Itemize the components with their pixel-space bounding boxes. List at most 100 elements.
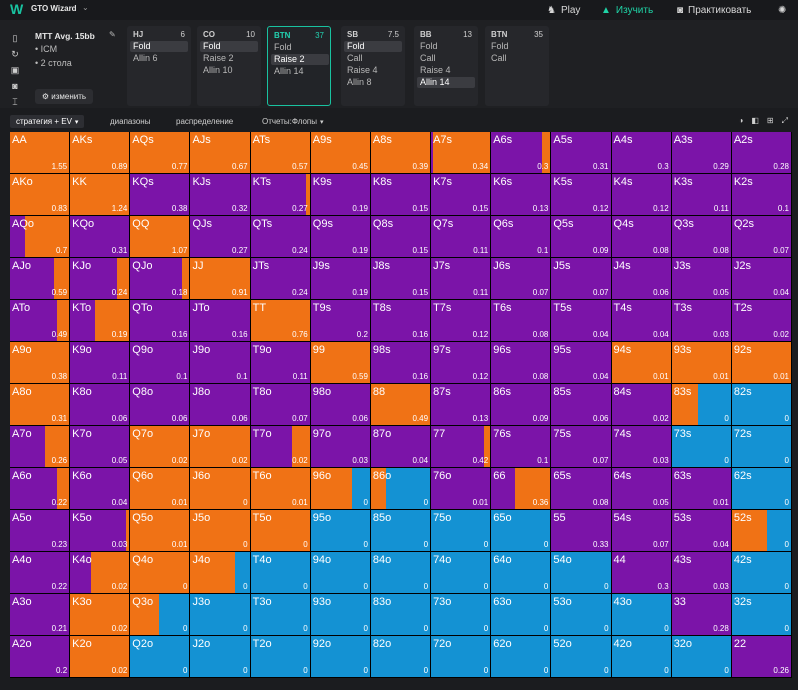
hand-cell[interactable]: T5s 0.04: [551, 300, 612, 342]
hand-cell[interactable]: 33 0.28: [671, 594, 732, 636]
action-option[interactable]: Allin 10: [203, 65, 233, 75]
hand-cell[interactable]: 82o 0: [370, 636, 432, 678]
hand-cell[interactable]: 87s 0.13: [431, 384, 492, 426]
hand-cell[interactable]: 63s 0.01: [671, 468, 732, 510]
hand-cell[interactable]: AKs 0.89: [70, 132, 131, 174]
hand-cell[interactable]: K4s 0.12: [611, 174, 672, 216]
hand-cell[interactable]: 64s 0.05: [611, 468, 672, 510]
nav-practice[interactable]: ◙ Практиковать: [677, 0, 751, 20]
hand-cell[interactable]: QJs 0.27: [190, 216, 251, 258]
hand-cell[interactable]: A6o 0.22: [10, 468, 71, 510]
hand-cell[interactable]: 42s 0: [731, 552, 792, 594]
hand-cell[interactable]: J3o 0: [190, 594, 251, 636]
hand-cell[interactable]: Q7s 0.11: [431, 216, 492, 258]
hand-cell[interactable]: 55 0.33: [551, 510, 612, 552]
position-co-1[interactable]: CO 10 Fold Raise 2 Allin 10: [197, 26, 261, 106]
hand-cell[interactable]: 66 0.36: [491, 468, 552, 510]
hand-cell[interactable]: T6s 0.08: [491, 300, 552, 342]
hand-cell[interactable]: 42o 0: [611, 636, 672, 678]
hand-cell[interactable]: 74o 0: [431, 552, 492, 594]
hand-cell[interactable]: A7s 0.34: [431, 132, 492, 174]
tab-strategy-ev[interactable]: стратегия + EV ▾: [10, 115, 85, 128]
hand-cell[interactable]: A3o 0.21: [10, 594, 71, 636]
hand-cell[interactable]: 85s 0.06: [551, 384, 612, 426]
hand-cell[interactable]: K8o 0.06: [70, 384, 131, 426]
hand-cell[interactable]: 86o 0: [370, 468, 432, 510]
nav-study[interactable]: ▲ Изучить: [601, 0, 653, 20]
hand-cell[interactable]: K2s 0.1: [731, 174, 792, 216]
hand-cell[interactable]: KQo 0.31: [70, 216, 131, 258]
hand-cell[interactable]: 63o 0: [491, 594, 552, 636]
grid-view-icon[interactable]: ⊞: [766, 116, 774, 125]
hand-cell[interactable]: T7o 0.02: [250, 426, 311, 468]
hand-cell[interactable]: 72o 0: [431, 636, 492, 678]
action-option[interactable]: Call: [347, 53, 363, 63]
hand-cell[interactable]: 65s 0.08: [551, 468, 612, 510]
action-option[interactable]: Allin 14: [417, 77, 475, 88]
position-sb-3[interactable]: SB 7.5 Fold Call Raise 4 Allin 8: [341, 26, 405, 106]
hand-cell[interactable]: Q4s 0.08: [611, 216, 672, 258]
hand-cell[interactable]: A6s 0.3: [491, 132, 552, 174]
action-option[interactable]: Fold: [130, 41, 188, 52]
hand-cell[interactable]: J2s 0.04: [731, 258, 792, 300]
hand-cell[interactable]: 92o 0: [310, 636, 371, 678]
hand-cell[interactable]: 93o 0: [310, 594, 371, 636]
action-option[interactable]: Fold: [200, 41, 258, 52]
hand-cell[interactable]: J4o 0: [190, 552, 251, 594]
hand-cell[interactable]: KTs 0.27: [250, 174, 311, 216]
hand-cell[interactable]: KQs 0.38: [130, 174, 191, 216]
hand-cell[interactable]: T5o 0: [250, 510, 311, 552]
hand-cell[interactable]: 73o 0: [431, 594, 492, 636]
hand-cell[interactable]: AJo 0.59: [10, 258, 71, 300]
hand-cell[interactable]: 75s 0.07: [551, 426, 612, 468]
hand-cell[interactable]: J5o 0: [190, 510, 251, 552]
gto-wizard-logo-icon[interactable]: W: [10, 1, 24, 17]
hand-cell[interactable]: AKo 0.83: [10, 174, 71, 216]
hand-cell[interactable]: T7s 0.12: [431, 300, 492, 342]
hand-cell[interactable]: 95o 0: [310, 510, 371, 552]
hand-cell[interactable]: 62s 0: [731, 468, 792, 510]
hand-cell[interactable]: 76o 0.01: [431, 468, 492, 510]
hand-cell[interactable]: A9s 0.45: [310, 132, 371, 174]
hand-cell[interactable]: J9s 0.19: [310, 258, 371, 300]
hand-cell[interactable]: T9s 0.2: [310, 300, 371, 342]
action-option[interactable]: Call: [491, 53, 507, 63]
hand-cell[interactable]: 88 0.49: [370, 384, 432, 426]
hand-cell[interactable]: 99 0.59: [310, 342, 371, 384]
hand-cell[interactable]: T4o 0: [250, 552, 311, 594]
hand-cell[interactable]: AJs 0.67: [190, 132, 251, 174]
hand-cell[interactable]: K9o 0.11: [70, 342, 131, 384]
hand-cell[interactable]: 84o 0: [370, 552, 432, 594]
hand-cell[interactable]: Q7o 0.02: [130, 426, 191, 468]
hand-cell[interactable]: Q8o 0.06: [130, 384, 191, 426]
hand-cell[interactable]: 96o 0: [310, 468, 371, 510]
hand-cell[interactable]: KTo 0.19: [70, 300, 131, 342]
save-icon[interactable]: ▣: [10, 65, 20, 75]
hand-cell[interactable]: J9o 0.1: [190, 342, 251, 384]
hand-cell[interactable]: Q8s 0.15: [370, 216, 432, 258]
hand-cell[interactable]: 95s 0.04: [551, 342, 612, 384]
action-option[interactable]: Fold: [344, 41, 402, 52]
action-option[interactable]: Raise 2: [203, 53, 234, 63]
compare-view-icon[interactable]: ◧: [751, 116, 759, 125]
hand-cell[interactable]: 94s 0.01: [611, 342, 672, 384]
chevron-down-icon[interactable]: ⌄: [82, 3, 89, 12]
action-option[interactable]: Raise 2: [271, 54, 329, 65]
hand-cell[interactable]: 64o 0: [491, 552, 552, 594]
position-btn-5[interactable]: BTN 35 Fold Call: [485, 26, 549, 106]
hand-cell[interactable]: 54s 0.07: [611, 510, 672, 552]
hand-cell[interactable]: 52s 0: [731, 510, 792, 552]
hand-cell[interactable]: J3s 0.05: [671, 258, 732, 300]
position-hj-0[interactable]: HJ 6 Fold Allin 6: [127, 26, 191, 106]
hand-cell[interactable]: T9o 0.11: [250, 342, 311, 384]
hand-cell[interactable]: J6o 0: [190, 468, 251, 510]
settings-icon[interactable]: ✎: [109, 30, 116, 39]
action-option[interactable]: Fold: [274, 42, 292, 52]
hand-cell[interactable]: 77 0.42: [431, 426, 492, 468]
hand-cell[interactable]: J2o 0: [190, 636, 251, 678]
hand-cell[interactable]: T2o 0: [250, 636, 311, 678]
action-option[interactable]: Call: [420, 53, 436, 63]
nav-more[interactable]: ✺: [778, 0, 791, 20]
hand-cell[interactable]: 54o 0: [551, 552, 612, 594]
hand-cell[interactable]: Q3s 0.08: [671, 216, 732, 258]
